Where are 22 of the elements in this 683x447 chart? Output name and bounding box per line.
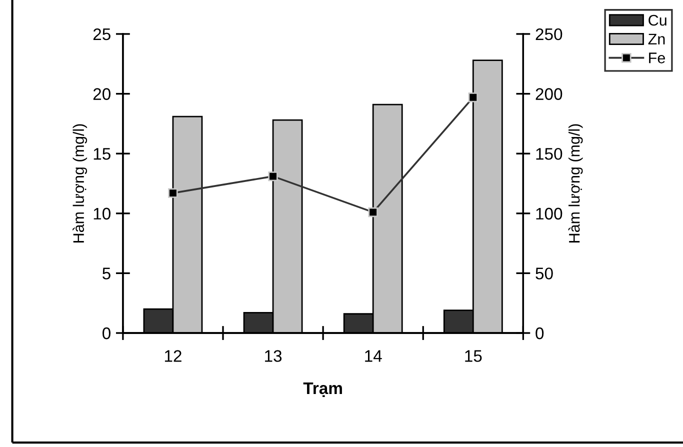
x-tick-label: 15 <box>465 350 482 362</box>
y-axis-title: Hàm lượng (mg/l) <box>72 124 88 242</box>
x-tick-label: 13 <box>265 350 282 362</box>
y2-tick-label: 250 <box>536 28 562 40</box>
y-tick-label: 0 <box>102 327 110 340</box>
legend-label: Cu <box>648 14 666 26</box>
y-tick-label: 15 <box>94 148 110 160</box>
y2-tick-label: 50 <box>536 268 553 280</box>
y2-axis-title: Hàm lượng (mg/l) <box>568 124 583 242</box>
y-tick-label: 20 <box>93 88 110 100</box>
y2-tick-label: 200 <box>536 88 562 100</box>
y2-tick-label: 100 <box>536 208 562 220</box>
x-axis-title: Trạm <box>303 382 342 397</box>
y-tick-label: 10 <box>94 208 110 220</box>
y-tick-label: 5 <box>102 268 110 280</box>
y-tick-label: 25 <box>93 28 110 40</box>
x-tick-label: 14 <box>365 350 382 362</box>
legend-label: Zn <box>648 34 665 44</box>
x-tick-label: 12 <box>164 350 182 362</box>
y2-tick-label: 150 <box>536 148 562 160</box>
legend-label: Fe <box>649 52 665 64</box>
y2-tick-label: 0 <box>536 327 544 340</box>
